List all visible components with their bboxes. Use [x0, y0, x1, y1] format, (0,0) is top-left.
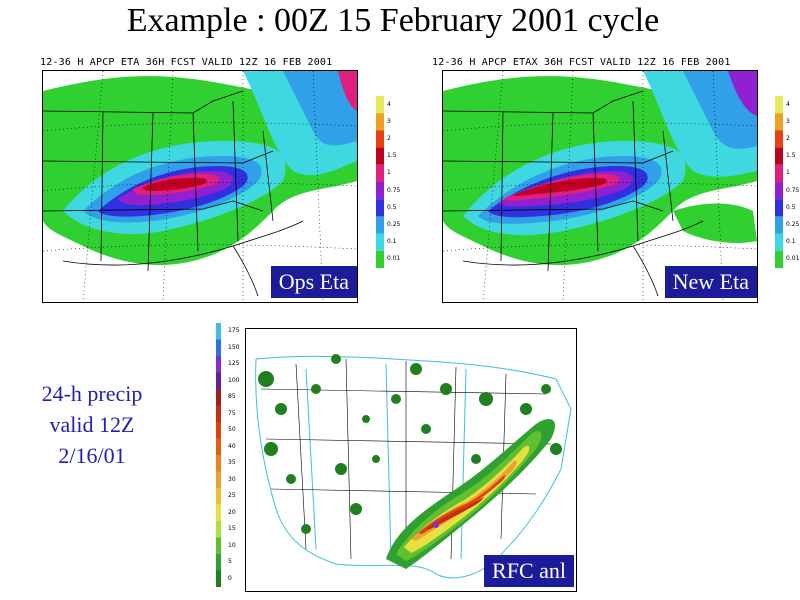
new-colorbar-label: 2 — [786, 135, 790, 142]
rfc-colorbar-label: 50 — [228, 426, 236, 434]
rfc-analysis-map: RFC anl — [245, 328, 577, 592]
new-colorbar-swatch — [775, 147, 783, 165]
precip-caption: 24-h precip valid 12Z 2/16/01 — [22, 378, 162, 471]
ops-colorbar-swatch — [376, 130, 384, 148]
ops-colorbar-label: 3 — [387, 117, 391, 125]
rfc-colorbar-label: 0 — [228, 574, 232, 582]
ops-colorbar-swatch — [376, 96, 384, 114]
rfc-colorbar-label: 5 — [228, 558, 232, 566]
ops-eta-precip-field — [43, 71, 357, 302]
new-eta-map: New Eta — [442, 70, 758, 303]
rfc-colorbar-label: 125 — [228, 360, 240, 368]
ops-eta-colorbar: 4 3 2 1.5 1 0.75 0.5 0.25 0.1 0.01 — [374, 96, 401, 268]
new-colorbar-label: 0.1 — [786, 238, 796, 246]
new-eta-colorbar: 4 3 2 1.5 1 0.75 0.5 0.25 0.1 0.01 — [773, 96, 799, 268]
ops-colorbar-label: 0.5 — [387, 203, 397, 211]
ops-eta-map: Ops Eta — [42, 70, 358, 303]
new-colorbar-label: 0.25 — [786, 221, 800, 228]
rfc-colorbar-label: 35 — [228, 459, 236, 467]
ops-colorbar-swatch — [376, 216, 384, 234]
ops-colorbar-swatch — [376, 147, 384, 165]
new-colorbar-swatch — [775, 182, 783, 200]
ops-colorbar-swatch — [376, 164, 384, 182]
new-colorbar-swatch — [775, 130, 783, 148]
rfc-colorbar-swatch — [216, 405, 221, 422]
ops-eta-header: 12-36 H APCP ETA 36H FCST VALID 12Z 16 F… — [40, 57, 333, 68]
rfc-colorbar-label: 150 — [228, 343, 240, 351]
rfc-colorbar-label: 20 — [228, 508, 236, 516]
ops-colorbar-swatch — [376, 233, 384, 251]
new-colorbar-swatch — [775, 233, 783, 251]
rfc-colorbar-swatch — [216, 504, 221, 521]
rfc-colorbar-swatch — [216, 422, 221, 439]
ops-colorbar-swatch — [376, 182, 384, 200]
ops-colorbar-label: 1.5 — [387, 152, 397, 160]
new-colorbar-label: 1 — [786, 169, 790, 177]
caption-line-3: 2/16/01 — [58, 443, 126, 468]
rfc-colorbar-label: 75 — [228, 409, 236, 417]
new-colorbar-swatch — [775, 199, 783, 217]
rfc-colorbar-label: 40 — [228, 442, 236, 450]
ops-colorbar-label: 1 — [387, 169, 391, 177]
new-colorbar-label: 0.01 — [786, 255, 800, 263]
rfc-colorbar-swatch — [216, 323, 221, 340]
rfc-colorbar: 175 150 125 100 85 75 50 40 35 30 25 20 15 10 5 0 — [214, 323, 244, 587]
rfc-colorbar-swatch — [216, 488, 221, 505]
ops-colorbar-label: 0.01 — [387, 255, 401, 263]
rfc-anl-label: RFC anl — [484, 555, 574, 587]
new-colorbar-swatch — [775, 216, 783, 234]
rfc-colorbar-swatch — [216, 372, 221, 389]
ops-colorbar-label: 2 — [387, 135, 391, 142]
new-eta-precip-field — [443, 71, 757, 302]
new-colorbar-label: 4 — [786, 100, 790, 108]
rfc-colorbar-label: 100 — [228, 376, 240, 384]
rfc-colorbar-swatch — [216, 339, 221, 356]
rfc-colorbar-swatch — [216, 570, 221, 587]
new-colorbar-label: 0.75 — [786, 186, 800, 194]
ops-colorbar-label: 0.25 — [387, 221, 401, 228]
caption-line-2: valid 12Z — [49, 412, 135, 437]
ops-colorbar-swatch — [376, 250, 384, 268]
new-eta-label: New Eta — [664, 266, 757, 298]
rfc-precip-field — [246, 329, 576, 591]
ops-colorbar-swatch — [376, 113, 384, 131]
ops-colorbar-label: 0.75 — [387, 186, 401, 194]
ops-colorbar-label: 0.1 — [387, 238, 397, 246]
caption-line-1: 24-h precip — [41, 381, 143, 406]
rfc-colorbar-swatch — [216, 356, 221, 373]
rfc-colorbar-label: 175 — [228, 327, 240, 335]
rfc-colorbar-swatch — [216, 471, 221, 488]
new-colorbar-label: 3 — [786, 117, 790, 125]
ops-colorbar-swatch — [376, 199, 384, 217]
rfc-colorbar-label: 85 — [228, 393, 236, 401]
rfc-colorbar-label: 25 — [228, 492, 236, 500]
rfc-colorbar-swatch — [216, 455, 221, 472]
rfc-colorbar-label: 15 — [228, 525, 236, 533]
rfc-colorbar-swatch — [216, 389, 221, 406]
rfc-colorbar-swatch — [216, 438, 221, 455]
ops-eta-label: Ops Eta — [270, 266, 357, 298]
rfc-colorbar-swatch — [216, 537, 221, 554]
new-colorbar-swatch — [775, 96, 783, 114]
rfc-colorbar-swatch — [216, 521, 221, 538]
new-colorbar-swatch — [775, 164, 783, 182]
new-colorbar-label: 1.5 — [786, 152, 796, 160]
page-title: Example : 00Z 15 February 2001 cycle — [126, 2, 660, 39]
new-colorbar-swatch — [775, 113, 783, 131]
new-colorbar-label: 0.5 — [786, 203, 796, 211]
ops-colorbar-label: 4 — [387, 100, 391, 108]
new-colorbar-swatch — [775, 250, 783, 268]
rfc-colorbar-swatch — [216, 554, 221, 571]
rfc-colorbar-label: 30 — [228, 475, 236, 483]
rfc-colorbar-label: 10 — [228, 541, 236, 549]
new-eta-header: 12-36 H APCP ETAX 36H FCST VALID 12Z 16 … — [432, 57, 731, 68]
